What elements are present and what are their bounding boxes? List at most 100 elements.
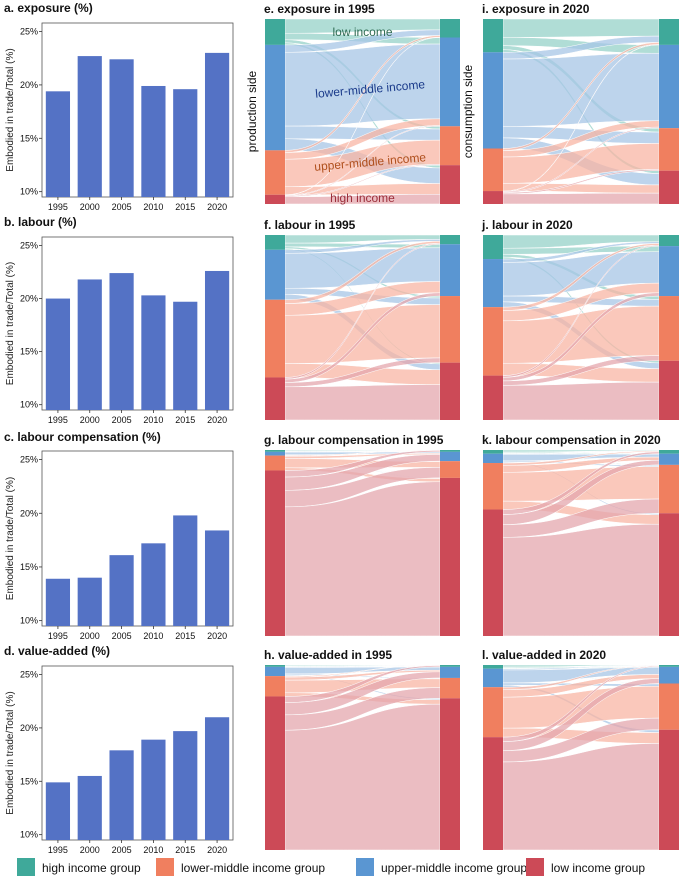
y-tick-label: 10%: [20, 616, 38, 626]
target-node-high: [659, 235, 679, 247]
y-tick-label: 20%: [20, 508, 38, 518]
target-node-low: [440, 362, 460, 420]
bar-chart-title: d. value-added (%): [4, 644, 110, 658]
source-node-high: [265, 235, 285, 250]
flow-low-to-low: [284, 384, 441, 421]
x-tick-label: 1995: [48, 845, 68, 855]
bar-chart-4: d. value-added (%) 10% 15% 20% 25% 1995 2000 20…: [4, 644, 234, 855]
x-tick-label: 2015: [175, 202, 195, 212]
source-node-lowermid: [265, 150, 285, 195]
x-tick-label: 2020: [207, 202, 227, 212]
bar-2005: [109, 555, 134, 626]
x-tick-label: 2010: [143, 202, 163, 212]
target-node-lowermid: [440, 461, 460, 478]
source-node-high: [265, 665, 285, 667]
x-tick-label: 1995: [48, 631, 68, 641]
source-node-lowermid: [483, 463, 503, 510]
sankey-title: h. value-added in 1995: [264, 648, 392, 662]
source-node-high: [483, 235, 503, 260]
sankey-title: k. labour compensation in 2020: [482, 433, 661, 447]
y-tick-label: 10%: [20, 187, 38, 197]
bar-2015: [173, 515, 198, 626]
flow-high-to-high: [502, 18, 660, 38]
production-side-label: production side: [245, 70, 259, 152]
bar-1995: [45, 782, 71, 840]
legend-label-lowermid: lower-middle income group: [181, 861, 325, 875]
source-node-uppermid: [265, 44, 285, 151]
bar-2005: [109, 750, 134, 840]
x-tick-label: 2020: [207, 631, 227, 641]
y-tick-label: 25%: [20, 670, 38, 680]
sankey-3: f. labour in 1995: [264, 218, 460, 421]
source-node-low: [483, 191, 503, 204]
target-node-uppermid: [440, 244, 460, 297]
legend-label-low: low income group: [551, 861, 645, 875]
flow-low-to-low: [502, 192, 660, 205]
bar-1995: [45, 91, 71, 197]
sankey-6: k. labour compensation in 2020: [482, 433, 679, 637]
y-tick-label: 25%: [20, 240, 38, 250]
y-axis-label: Embodied in trade/Total (%): [5, 691, 16, 814]
bar-chart-title: a. exposure (%): [4, 1, 93, 15]
y-axis-label: Embodied in trade/Total (%): [5, 48, 16, 171]
bar-2015: [173, 731, 198, 840]
target-node-uppermid: [659, 246, 679, 297]
source-node-lowermid: [265, 676, 285, 697]
x-tick-label: 1995: [48, 415, 68, 425]
bar-2000: [77, 279, 102, 410]
bar-2020: [204, 530, 230, 626]
sankey-title: e. exposure in 1995: [264, 2, 375, 16]
x-tick-label: 2015: [175, 415, 195, 425]
target-node-low: [440, 477, 460, 636]
x-tick-label: 1995: [48, 202, 68, 212]
y-tick-label: 10%: [20, 400, 38, 410]
x-tick-label: 2020: [207, 415, 227, 425]
target-node-lowermid: [659, 128, 679, 171]
bar-2020: [204, 270, 230, 410]
target-node-low: [659, 170, 679, 204]
legend-swatch-high: [17, 858, 35, 876]
target-node-high: [440, 235, 460, 245]
x-tick-label: 2005: [112, 202, 132, 212]
target-node-uppermid: [440, 37, 460, 127]
bar-2020: [204, 717, 230, 840]
target-node-uppermid: [440, 451, 460, 462]
x-tick-label: 2005: [112, 631, 132, 641]
y-tick-label: 20%: [20, 80, 38, 90]
bar-2010: [141, 295, 166, 410]
target-node-uppermid: [659, 453, 679, 465]
plot-frame: [41, 236, 234, 411]
target-node-lowermid: [659, 296, 679, 361]
source-node-high: [265, 19, 285, 45]
sankey-title: i. exposure in 2020: [482, 2, 590, 16]
target-node-high: [440, 19, 460, 38]
consumption-side-label: consumption side: [461, 64, 475, 158]
bar-chart-title: b. labour (%): [4, 215, 77, 229]
x-tick-label: 2000: [80, 202, 100, 212]
y-tick-label: 15%: [20, 347, 38, 357]
source-node-uppermid: [265, 451, 285, 456]
source-node-high: [483, 19, 503, 53]
bar-2000: [77, 577, 102, 626]
legend-swatch-low: [526, 858, 544, 876]
x-tick-label: 2010: [143, 415, 163, 425]
y-tick-label: 15%: [20, 562, 38, 572]
source-node-lowermid: [265, 455, 285, 471]
source-node-low: [483, 737, 503, 850]
source-node-lowermid: [265, 299, 285, 378]
legend: high income group lower-middle income gro…: [17, 858, 645, 876]
x-tick-label: 2005: [112, 415, 132, 425]
legend-swatch-uppermid: [356, 858, 374, 876]
y-axis-label: Embodied in trade/Total (%): [5, 477, 16, 600]
y-tick-label: 20%: [20, 723, 38, 733]
legend-swatch-lowermid: [156, 858, 174, 876]
bar-chart-3: c. labour compensation (%) 10% 15% 20% 25% 19…: [4, 430, 234, 641]
sankey-8: l. value-added in 2020: [482, 648, 679, 851]
x-tick-label: 2000: [80, 845, 100, 855]
target-node-high: [659, 19, 679, 45]
source-node-uppermid: [265, 666, 285, 677]
target-node-lowermid: [659, 683, 679, 730]
target-node-uppermid: [659, 666, 679, 684]
source-node-high: [483, 665, 503, 669]
